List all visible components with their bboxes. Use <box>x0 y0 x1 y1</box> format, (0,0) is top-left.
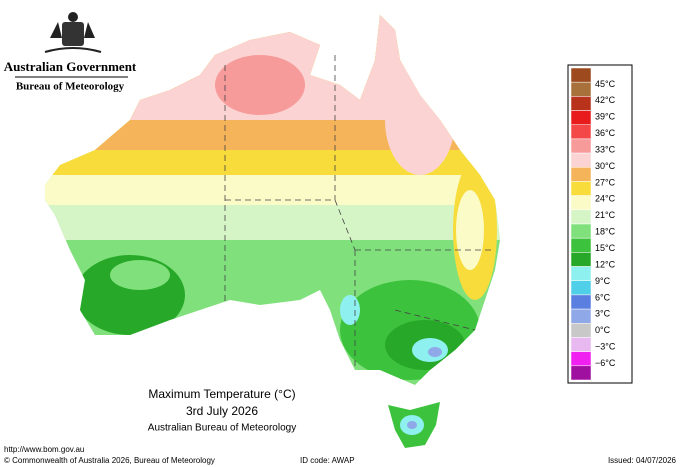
footer-issued: Issued: 04/07/2026 <box>608 456 677 465</box>
legend-swatch <box>570 209 592 225</box>
legend-swatch <box>570 280 592 296</box>
legend-label: −3°C <box>595 342 616 352</box>
legend-label: 6°C <box>595 292 611 302</box>
coat-of-arms <box>44 12 102 53</box>
legend-label: 15°C <box>595 243 616 253</box>
footer-copyright: © Commonwealth of Australia 2026, Bureau… <box>4 456 215 465</box>
legend-frame <box>567 64 633 384</box>
map-date: 3rd July 2026 <box>186 404 258 418</box>
legend-label: 0°C <box>595 325 611 335</box>
legend-label: 3°C <box>595 309 611 319</box>
legend-swatch <box>570 152 592 168</box>
legend-label: 42°C <box>595 95 616 105</box>
legend-swatch <box>570 266 592 281</box>
legend-swatch <box>570 308 592 324</box>
legend-label: 36°C <box>595 128 616 138</box>
legend-swatch <box>570 181 592 196</box>
legend-swatch <box>570 365 592 381</box>
legend-swatch <box>570 195 592 211</box>
footer-url: http://www.bom.gov.au <box>4 445 84 454</box>
legend-label: 30°C <box>595 161 616 171</box>
footer-id: ID code: AWAP <box>300 456 355 465</box>
legend-swatch <box>570 138 592 154</box>
legend-label: −6°C <box>595 358 616 368</box>
legend-label: 24°C <box>595 194 616 204</box>
legend-swatch <box>570 110 592 125</box>
legend-swatch <box>570 124 592 140</box>
tasmania <box>388 402 440 448</box>
legend-swatch <box>570 294 592 310</box>
legend-swatch <box>570 337 592 352</box>
legend-swatch <box>570 323 592 338</box>
legend-label: 27°C <box>595 177 616 187</box>
agency-name: Bureau of Meteorology <box>16 81 125 93</box>
legend-swatch <box>570 223 592 239</box>
legend-label: 12°C <box>595 259 616 269</box>
map-title: Maximum Temperature (°C) <box>148 387 295 401</box>
legend-swatch <box>570 237 592 253</box>
legend-label: 33°C <box>595 144 616 154</box>
legend-swatch <box>570 96 592 111</box>
state-borders <box>224 55 495 370</box>
legend: 45°C 42°C 39°C 36°C 33°C 30°C 27°C 24°C 21°C 18°C… <box>567 64 633 384</box>
legend-swatch <box>570 252 592 267</box>
legend-label: 39°C <box>595 112 616 122</box>
legend-label: 21°C <box>595 210 616 220</box>
government-name: Australian Government <box>4 59 137 74</box>
legend-swatch <box>570 351 592 367</box>
legend-label: 18°C <box>595 227 616 237</box>
legend-swatch <box>570 81 592 97</box>
legend-swatch <box>570 167 592 182</box>
legend-swatch <box>570 67 592 83</box>
map-source: Australian Bureau of Meteorology <box>148 423 296 434</box>
legend-label: 9°C <box>595 276 611 286</box>
legend-label: 45°C <box>595 79 616 89</box>
